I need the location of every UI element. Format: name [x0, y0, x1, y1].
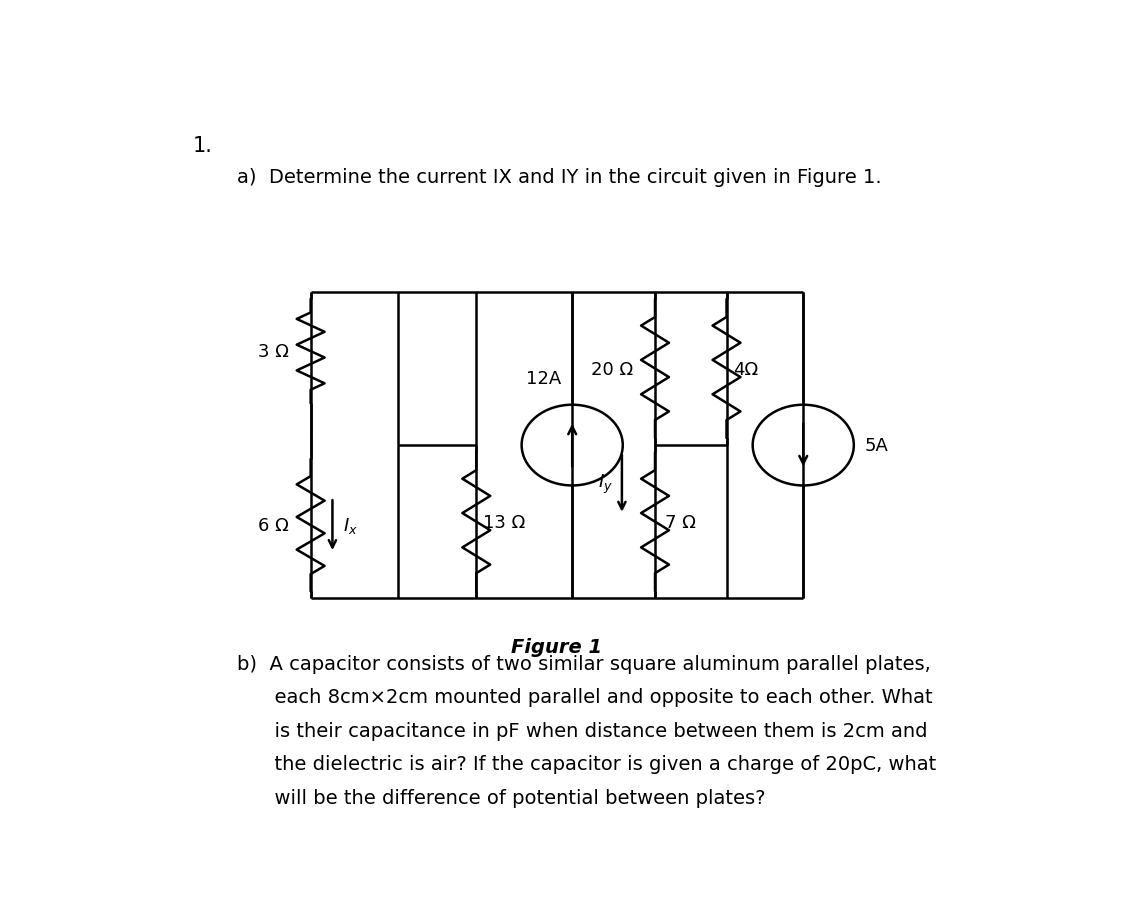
Text: 7 Ω: 7 Ω: [666, 513, 696, 531]
Text: b)  A capacitor consists of two similar square aluminum parallel plates,: b) A capacitor consists of two similar s…: [236, 654, 930, 673]
Text: 1.: 1.: [193, 136, 213, 156]
Text: 13 Ω: 13 Ω: [484, 513, 525, 531]
Text: 3 Ω: 3 Ω: [258, 343, 289, 360]
Text: the dielectric is air? If the capacitor is given a charge of 20pC, what: the dielectric is air? If the capacitor …: [236, 754, 936, 773]
Text: 20 Ω: 20 Ω: [591, 360, 633, 378]
Text: Figure 1: Figure 1: [512, 637, 603, 656]
Text: 12A: 12A: [526, 370, 561, 388]
Text: is their capacitance in pF when distance between them is 2cm and: is their capacitance in pF when distance…: [236, 721, 927, 740]
Text: a)  Determine the current IX and IY in the circuit given in Figure 1.: a) Determine the current IX and IY in th…: [236, 167, 881, 186]
Text: 6 Ω: 6 Ω: [258, 517, 289, 535]
Text: will be the difference of potential between plates?: will be the difference of potential betw…: [236, 787, 765, 806]
Text: 4Ω: 4Ω: [734, 360, 758, 378]
Text: each 8cm×2cm mounted parallel and opposite to each other. What: each 8cm×2cm mounted parallel and opposi…: [236, 687, 933, 706]
Text: 5A: 5A: [864, 436, 888, 454]
Text: $I_x$: $I_x$: [343, 516, 358, 535]
Text: $I_y$: $I_y$: [598, 472, 613, 496]
